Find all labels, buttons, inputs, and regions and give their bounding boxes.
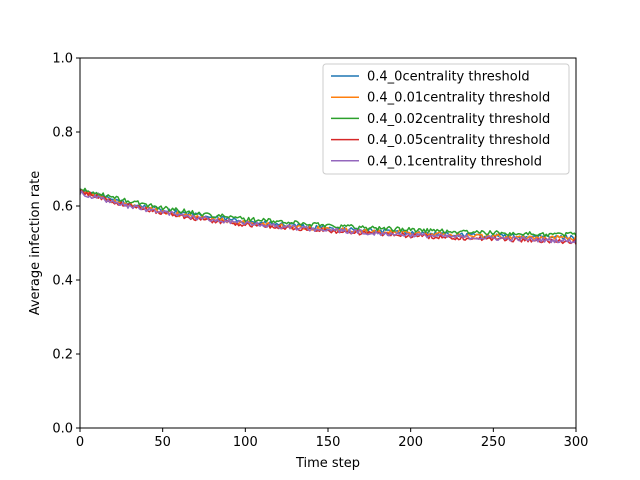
x-axis-label: Time step bbox=[295, 456, 360, 471]
y-tick-label: 0.4 bbox=[52, 274, 73, 289]
x-tick-label: 150 bbox=[316, 435, 341, 450]
series-lines bbox=[79, 187, 577, 245]
x-tick-label: 250 bbox=[481, 435, 506, 450]
legend: 0.4_0centrality threshold 0.4_0.01central… bbox=[322, 63, 570, 175]
y-tick-label: 0.0 bbox=[52, 422, 73, 437]
series-line-2 bbox=[79, 187, 577, 238]
x-axis-ticks: 0 50 100 150 200 250 300 bbox=[76, 428, 589, 450]
legend-entry: 0.4_0.1centrality threshold bbox=[367, 154, 542, 169]
series-line-4 bbox=[79, 190, 577, 244]
y-tick-label: 0.2 bbox=[52, 348, 73, 363]
y-tick-label: 0.8 bbox=[52, 126, 73, 141]
y-axis-ticks: 0.0 0.2 0.4 0.6 0.8 1.0 bbox=[52, 52, 80, 437]
x-tick-label: 0 bbox=[76, 435, 84, 450]
legend-entry: 0.4_0centrality threshold bbox=[367, 70, 530, 85]
y-tick-label: 1.0 bbox=[52, 52, 73, 67]
legend-entry: 0.4_0.05centrality threshold bbox=[367, 133, 550, 148]
y-axis-label: Average infection rate bbox=[28, 171, 43, 316]
x-tick-label: 100 bbox=[233, 435, 258, 450]
legend-entry: 0.4_0.01centrality threshold bbox=[367, 91, 550, 106]
y-tick-label: 0.6 bbox=[52, 200, 73, 215]
x-tick-label: 50 bbox=[154, 435, 171, 450]
legend-entry: 0.4_0.02centrality threshold bbox=[367, 112, 550, 127]
x-tick-label: 200 bbox=[398, 435, 423, 450]
legend-box bbox=[322, 63, 570, 175]
x-tick-label: 300 bbox=[564, 435, 589, 450]
